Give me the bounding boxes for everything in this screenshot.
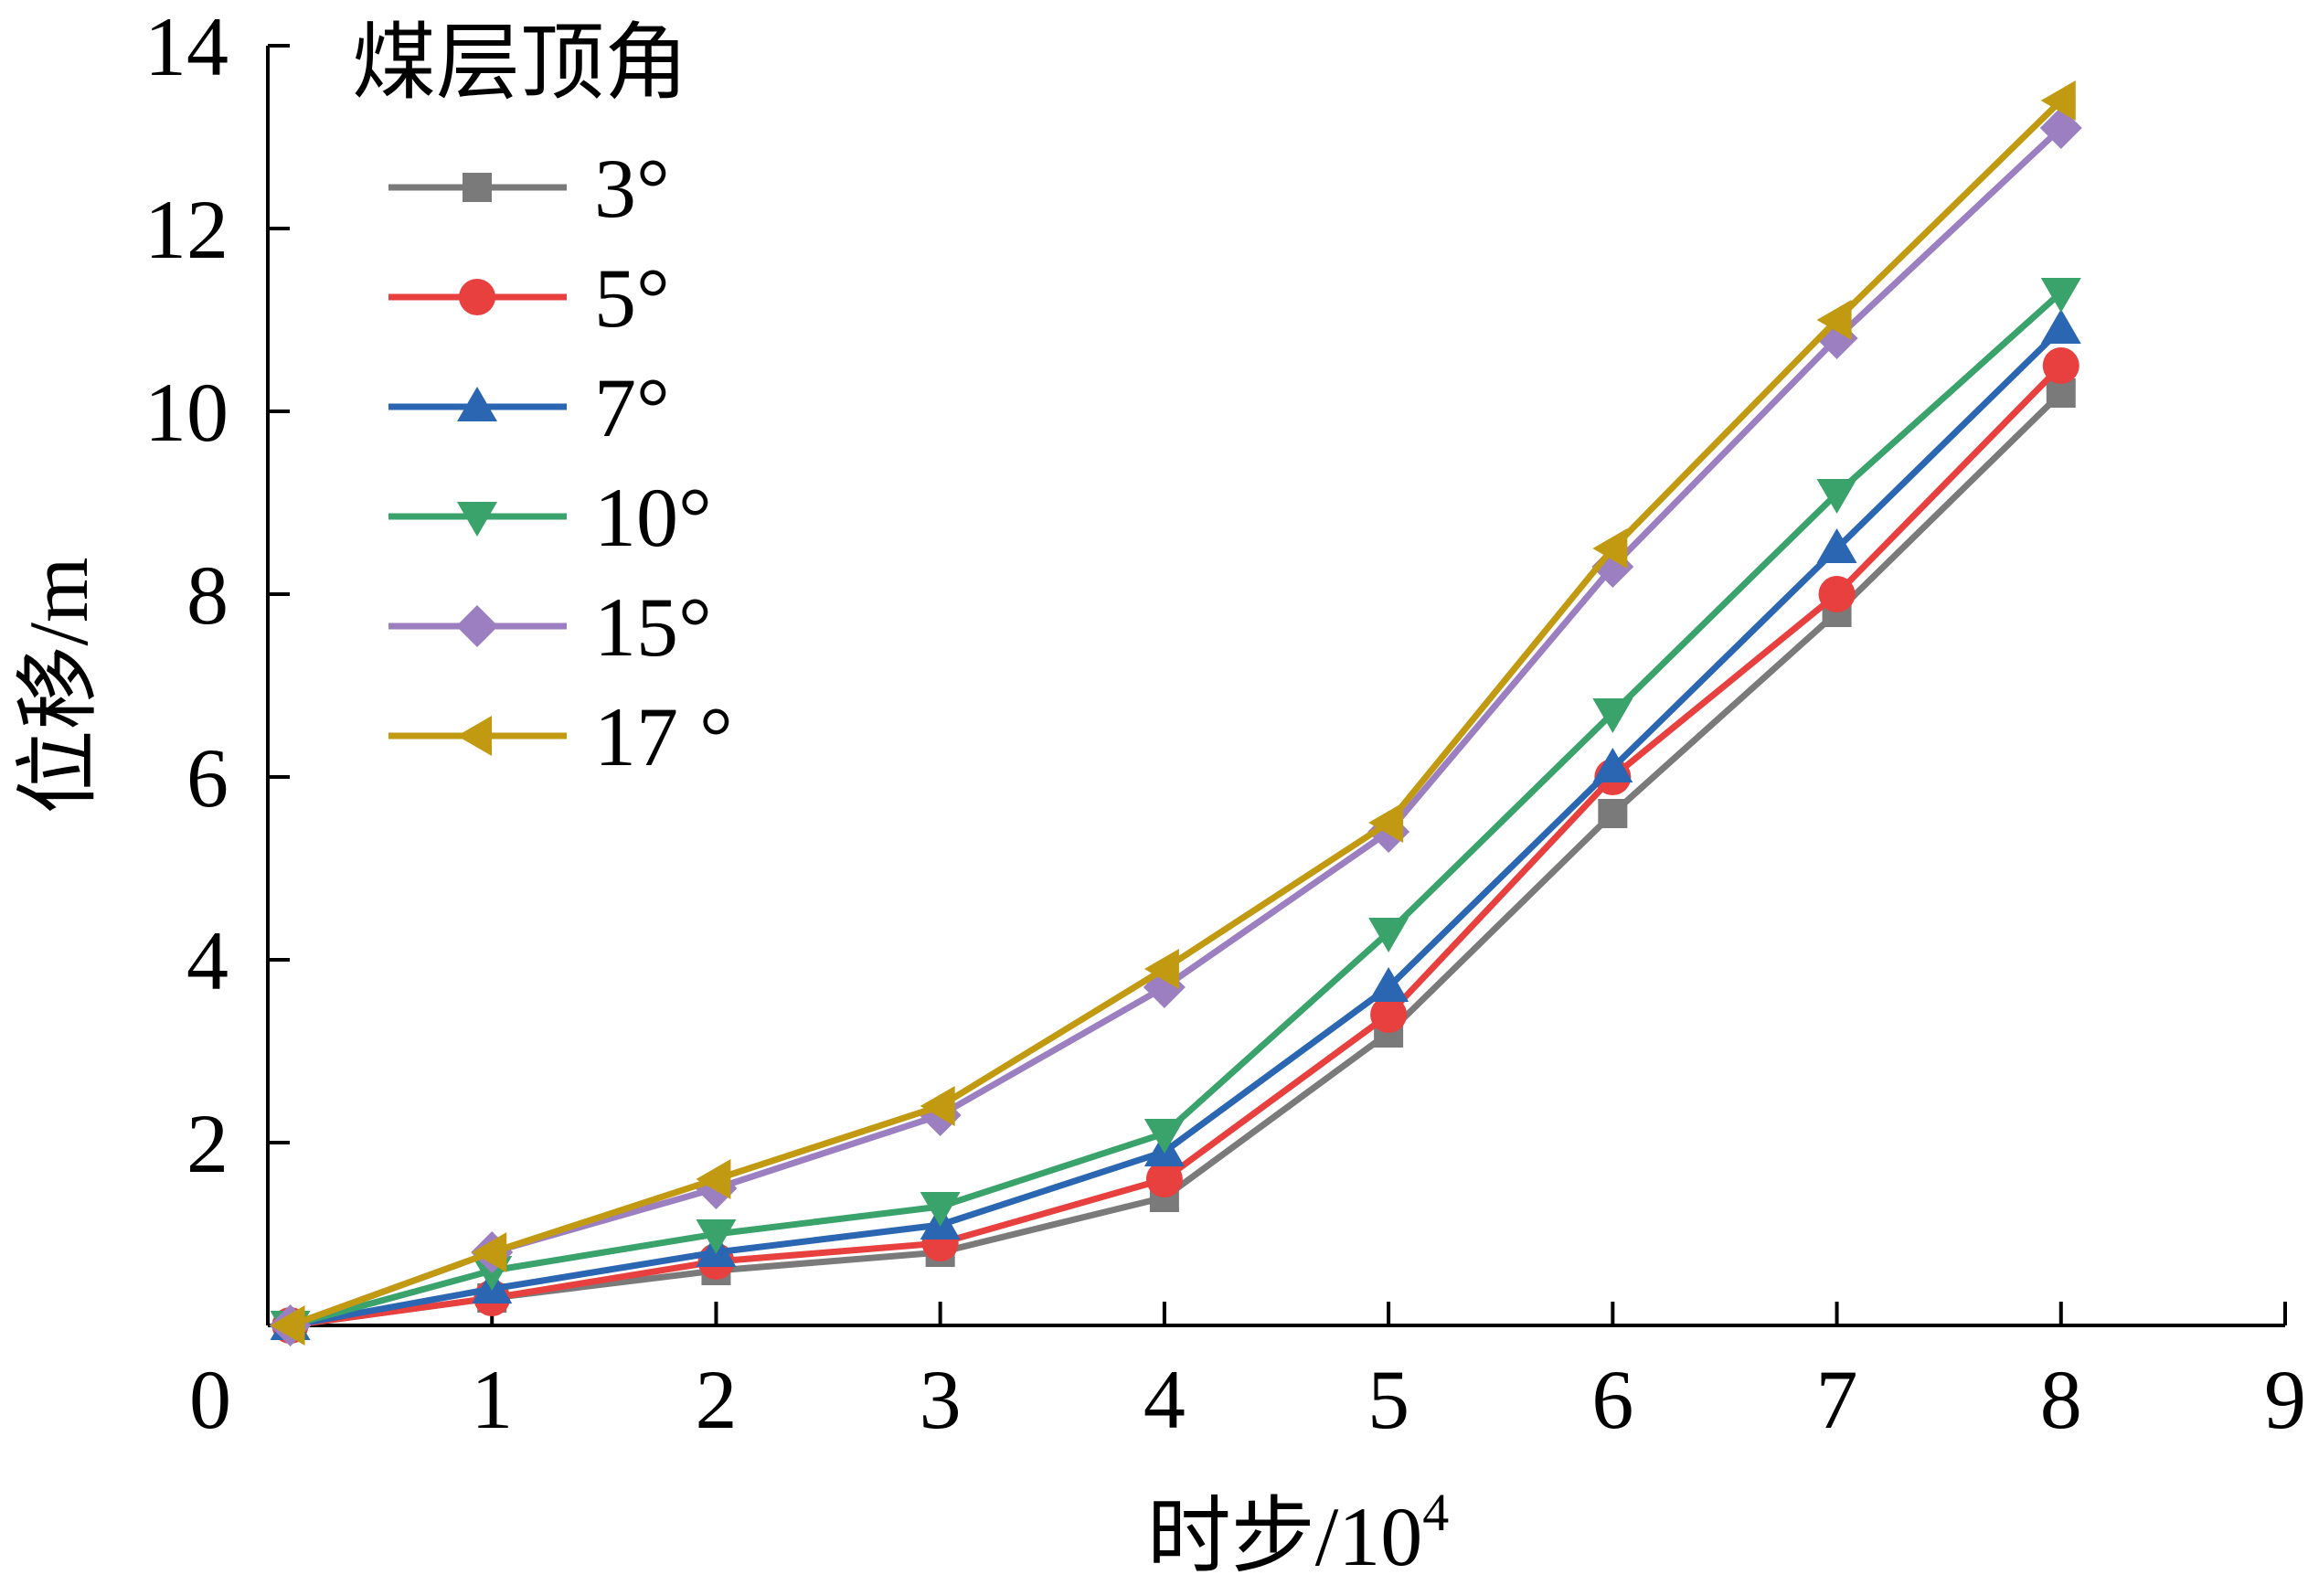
x-tick-label: 8	[2040, 1353, 2082, 1446]
x-tick-label: 6	[1591, 1353, 1633, 1446]
data-point	[2040, 80, 2076, 121]
legend-item-2: 7°	[388, 361, 670, 454]
legend-title: 煤层顶角	[352, 16, 688, 110]
x-tick-label: 9	[2264, 1353, 2306, 1446]
x-axis-title: 时步/104	[1147, 1483, 1450, 1583]
y-ticks: 2 4 6 8 10 12 14	[144, 0, 290, 1190]
y-tick-label: 8	[186, 548, 229, 642]
x-tick-label: 7	[1816, 1353, 1858, 1446]
x-axis-title-superscript: 4	[1422, 1483, 1449, 1542]
legend-label: 10°	[594, 471, 712, 564]
data-point	[920, 1192, 961, 1227]
data-point	[1368, 918, 1409, 952]
data-point	[2040, 278, 2081, 313]
y-tick-label: 14	[144, 0, 229, 93]
legend-marker	[457, 716, 492, 756]
data-point	[920, 1086, 955, 1126]
y-tick-label: 10	[144, 366, 229, 459]
data-point	[1368, 967, 1409, 1002]
y-tick-label: 6	[186, 731, 229, 825]
legend-label: 3°	[594, 142, 670, 235]
data-point	[1816, 528, 1857, 563]
data-point	[472, 1232, 507, 1272]
data-point	[696, 1159, 731, 1199]
series-5	[270, 80, 2076, 1346]
data-point	[1592, 698, 1633, 733]
legend-marker	[463, 173, 492, 202]
data-point	[1816, 479, 1857, 514]
legend-marker	[459, 279, 495, 315]
legend-item-5: 17 °	[388, 690, 733, 783]
legend-items: 3° 5° 7° 10° 15° 17 °	[388, 142, 733, 783]
data-point	[270, 1305, 305, 1346]
legend-marker	[457, 387, 497, 421]
series-group	[269, 80, 2082, 1346]
data-point	[2042, 347, 2079, 384]
data-point	[696, 1219, 737, 1254]
x-tick-label: 1	[471, 1353, 513, 1446]
y-axis-title: 位移/m	[12, 557, 105, 814]
x-ticks: 0 1 2 3 4 5 6 7 8 9	[189, 1302, 2306, 1446]
legend-marker	[456, 605, 498, 647]
data-point	[1143, 1119, 1185, 1154]
x-tick-label: 4	[1143, 1353, 1186, 1446]
x-axis-title-main: 时步/10	[1147, 1490, 1423, 1583]
data-point	[1143, 949, 1179, 989]
legend-label: 5°	[594, 251, 670, 345]
data-point	[1145, 1161, 1183, 1197]
y-tick-label: 12	[144, 183, 229, 276]
data-point	[1370, 996, 1408, 1033]
data-point	[2040, 309, 2081, 344]
x-tick-label: 0	[189, 1353, 231, 1446]
legend-item-0: 3°	[388, 142, 670, 235]
legend-item-4: 15°	[388, 580, 712, 674]
data-point	[1598, 799, 1628, 828]
y-tick-label: 2	[186, 1097, 229, 1190]
y-tick-label: 4	[186, 914, 229, 1007]
legend-label: 17 °	[594, 690, 733, 783]
data-point	[1368, 803, 1404, 843]
x-tick-label: 5	[1367, 1353, 1409, 1446]
x-tick-label: 3	[920, 1353, 962, 1446]
data-point	[1592, 528, 1628, 569]
data-point	[1816, 300, 1852, 340]
x-tick-label: 2	[695, 1353, 737, 1446]
legend-label: 7°	[594, 361, 670, 454]
legend: 煤层顶角 3° 5° 7° 10° 15° 17 °	[352, 16, 733, 783]
legend-marker	[457, 502, 497, 537]
data-point	[1818, 576, 1856, 612]
data-point	[1592, 748, 1633, 782]
legend-item-1: 5°	[388, 251, 670, 345]
legend-label: 15°	[594, 580, 712, 674]
legend-item-3: 10°	[388, 471, 712, 564]
